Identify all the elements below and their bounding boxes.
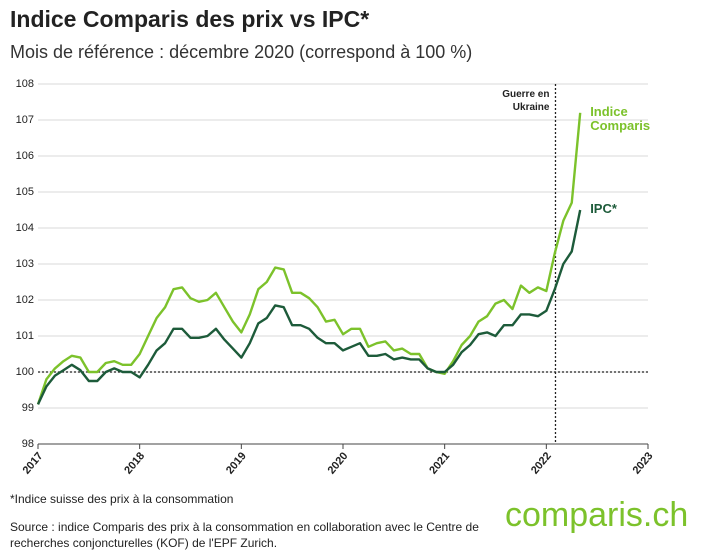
series-label: IPC* [590,201,617,216]
y-tick-label: 99 [22,402,34,414]
chart-title: Indice Comparis des prix vs IPC* [10,6,370,32]
y-tick-label: 102 [16,294,34,306]
x-tick-label: 2021 [427,450,452,476]
x-tick-label: 2023 [631,450,656,476]
x-tick-label: 2019 [224,450,249,476]
y-tick-label: 107 [16,114,34,126]
y-tick-label: 98 [22,438,34,450]
y-tick-label: 106 [16,150,34,162]
y-tick-label: 101 [16,330,34,342]
y-tick-label: 103 [16,258,34,270]
footnote: *Indice suisse des prix à la consommatio… [10,492,234,506]
series-label: Indice Comparis [590,103,651,133]
y-tick-label: 108 [16,78,34,90]
event-label: Guerre en Ukraine [502,89,550,113]
logo: comparis.ch [505,496,689,534]
y-tick-label: 104 [16,222,34,234]
chart-subtitle: Mois de référence : décembre 2020 (corre… [10,42,473,62]
line [36,209,582,405]
y-tick-label: 105 [16,186,34,198]
x-tick-label: 2022 [529,450,554,476]
x-tick-label: 2017 [21,450,46,476]
source: Source : indice Comparis des prix à la c… [10,520,479,550]
x-tick-label: 2020 [326,450,351,476]
line [36,112,582,405]
x-tick-label: 2018 [122,450,147,476]
y-tick-label: 100 [16,366,34,378]
